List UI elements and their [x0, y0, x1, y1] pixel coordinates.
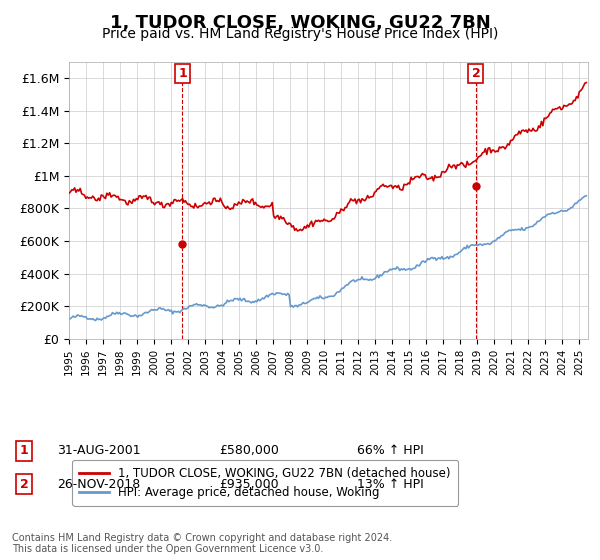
Text: £580,000: £580,000	[219, 444, 279, 458]
Text: Contains HM Land Registry data © Crown copyright and database right 2024.
This d: Contains HM Land Registry data © Crown c…	[12, 533, 392, 554]
Text: 1: 1	[178, 67, 187, 80]
Text: Price paid vs. HM Land Registry's House Price Index (HPI): Price paid vs. HM Land Registry's House …	[102, 27, 498, 41]
Text: 26-NOV-2018: 26-NOV-2018	[57, 478, 140, 491]
Legend: 1, TUDOR CLOSE, WOKING, GU22 7BN (detached house), HPI: Average price, detached : 1, TUDOR CLOSE, WOKING, GU22 7BN (detach…	[73, 460, 458, 506]
Text: 1: 1	[20, 444, 28, 458]
Text: 2: 2	[472, 67, 481, 80]
Text: 13% ↑ HPI: 13% ↑ HPI	[357, 478, 424, 491]
Text: 31-AUG-2001: 31-AUG-2001	[57, 444, 140, 458]
Text: £935,000: £935,000	[219, 478, 278, 491]
Text: 1, TUDOR CLOSE, WOKING, GU22 7BN: 1, TUDOR CLOSE, WOKING, GU22 7BN	[110, 14, 490, 32]
Text: 66% ↑ HPI: 66% ↑ HPI	[357, 444, 424, 458]
Text: 2: 2	[20, 478, 28, 491]
